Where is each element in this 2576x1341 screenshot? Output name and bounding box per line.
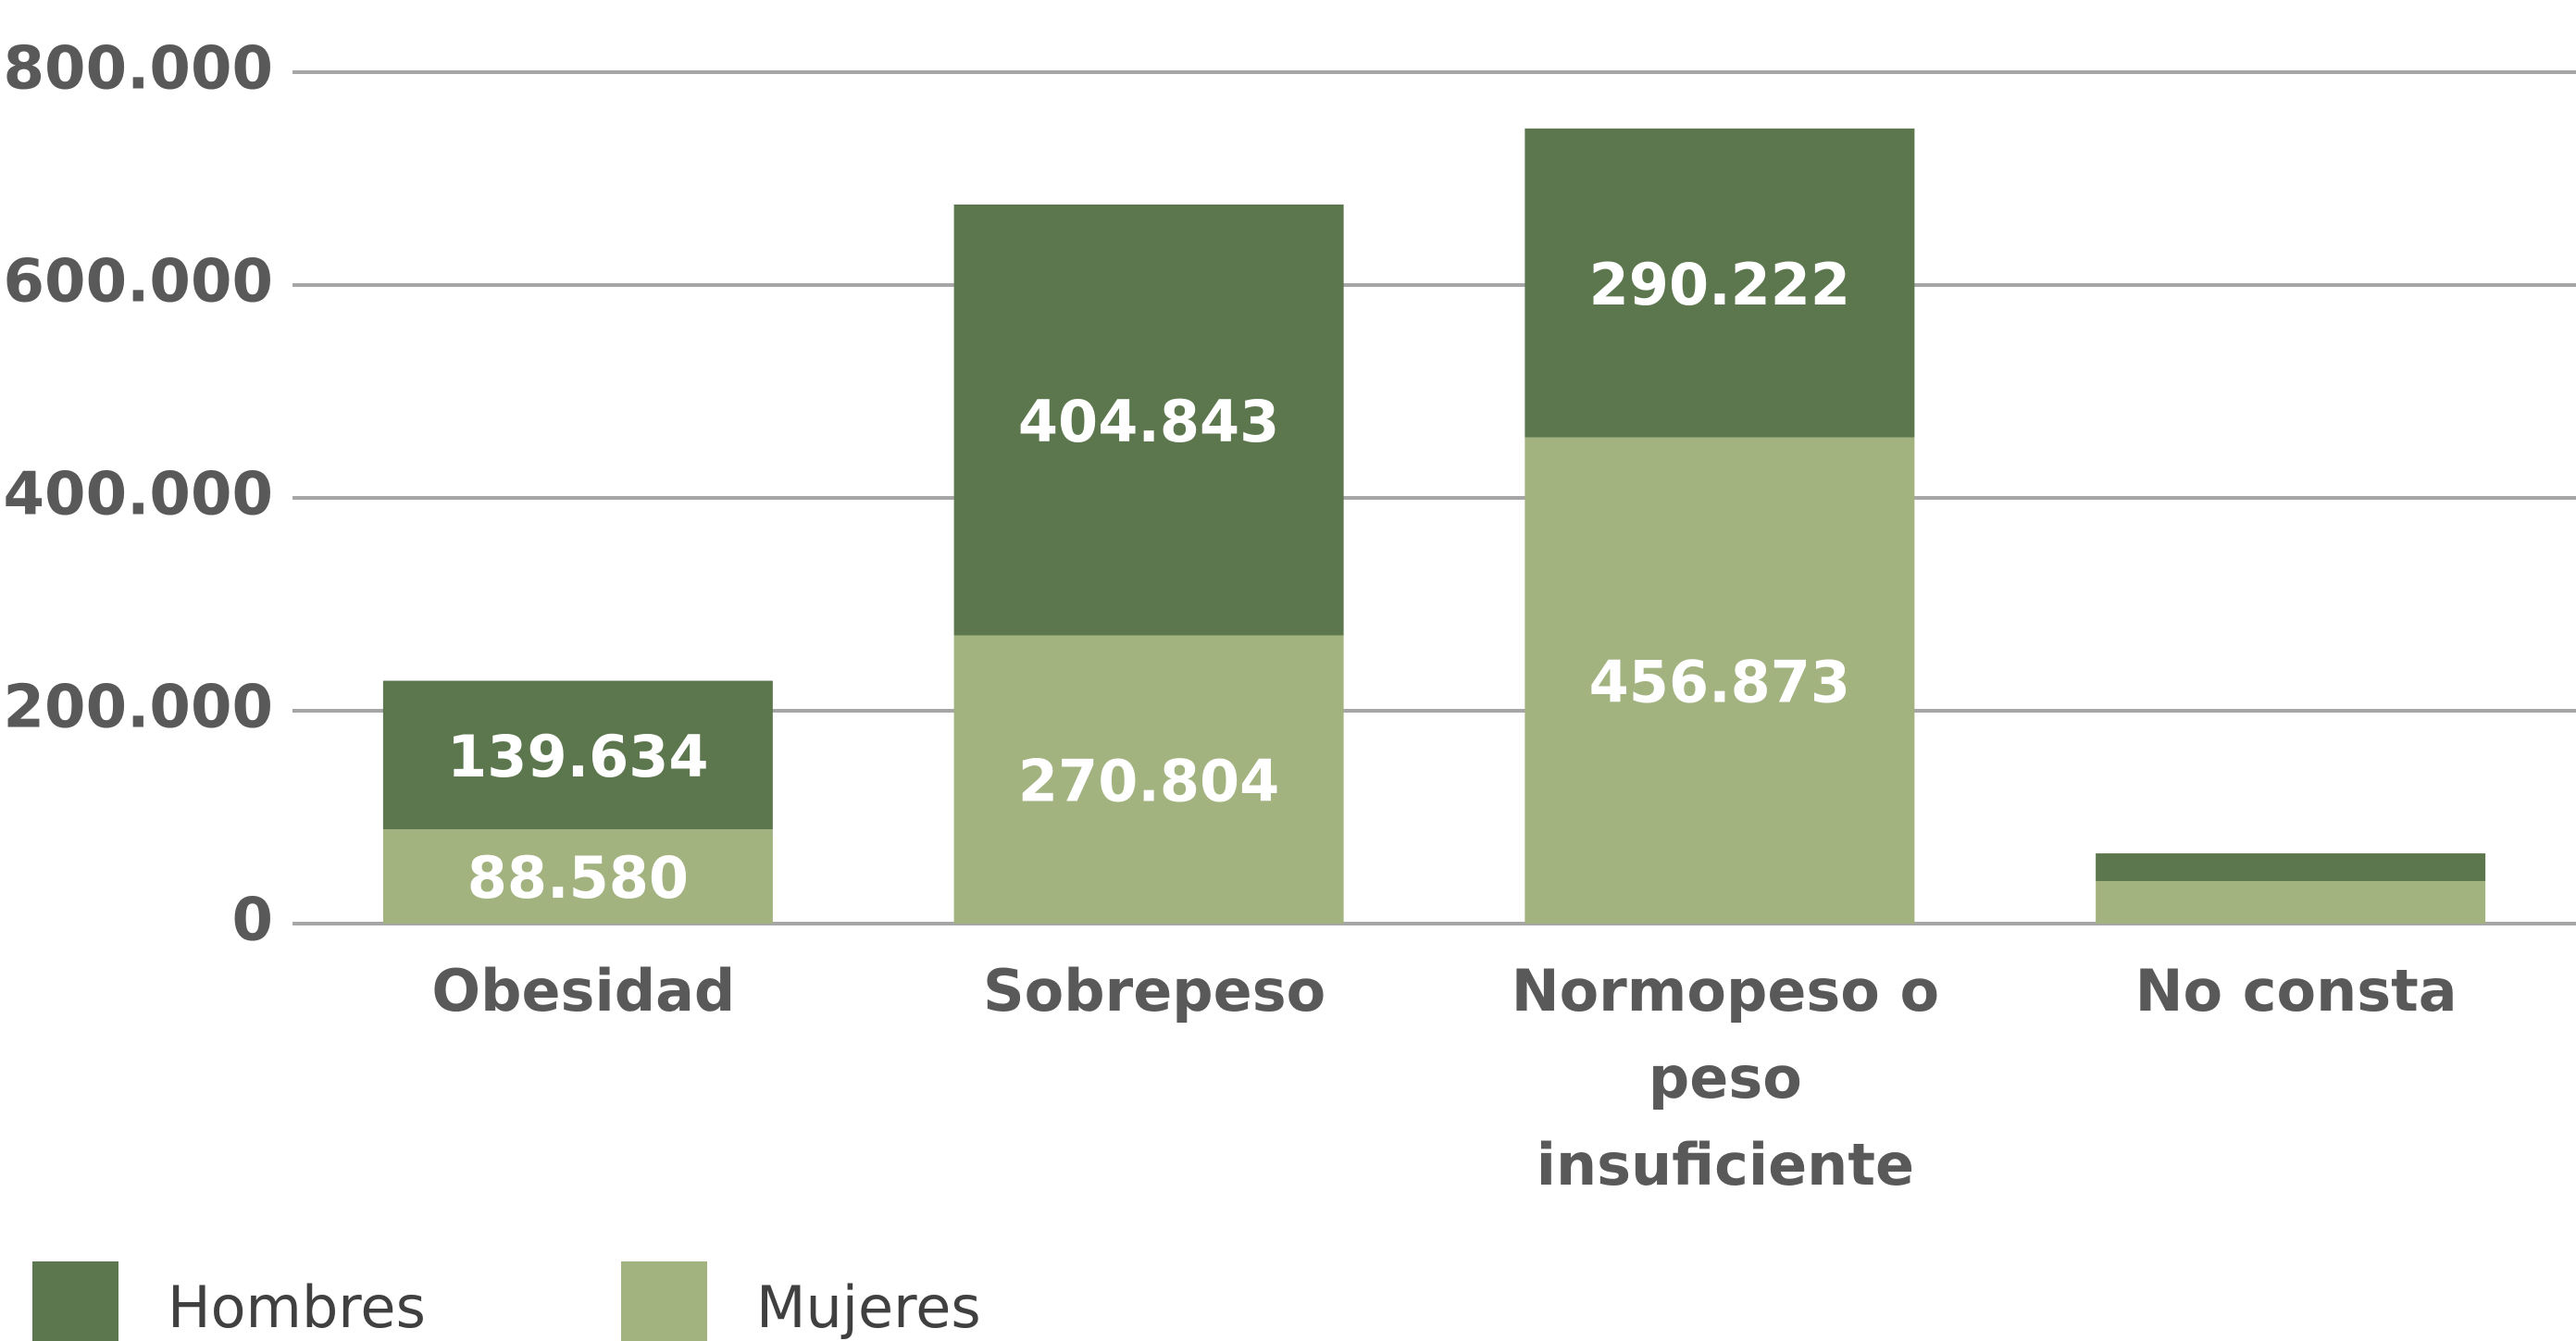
legend-swatch xyxy=(621,1261,707,1341)
x-tick-label: No consta xyxy=(2134,957,2458,1024)
y-tick-label: 200.000 xyxy=(4,674,274,742)
x-tick-label: Normopeso o peso insuficiente xyxy=(1511,957,1940,1198)
data-label: 88.580 xyxy=(467,844,689,912)
legend-label: Mujeres xyxy=(756,1273,981,1341)
bar-segment xyxy=(953,635,1344,924)
data-label: 270.804 xyxy=(1018,747,1279,814)
data-label: 404.843 xyxy=(1018,388,1279,455)
y-tick-label: 400.000 xyxy=(4,461,274,529)
y-tick-label: 600.000 xyxy=(4,248,274,317)
x-tick-label: Obesidad xyxy=(431,957,736,1024)
y-tick-label: 800.000 xyxy=(4,35,274,104)
bar-segment xyxy=(2096,881,2486,924)
bar-segment xyxy=(1524,437,1915,924)
x-tick-label: Sobrepeso xyxy=(983,957,1326,1024)
bar-segment xyxy=(382,829,773,924)
bar-segment xyxy=(2096,853,2486,881)
y-tick-label: 0 xyxy=(231,887,273,955)
bar-segment xyxy=(1524,128,1915,438)
data-label: 456.873 xyxy=(1589,648,1850,715)
legend-swatch xyxy=(32,1261,118,1341)
bar-segment xyxy=(382,680,773,830)
legend-label: Hombres xyxy=(168,1273,426,1341)
data-label: 290.222 xyxy=(1589,251,1850,318)
bar-segment xyxy=(953,205,1344,636)
data-label: 139.634 xyxy=(447,723,708,790)
